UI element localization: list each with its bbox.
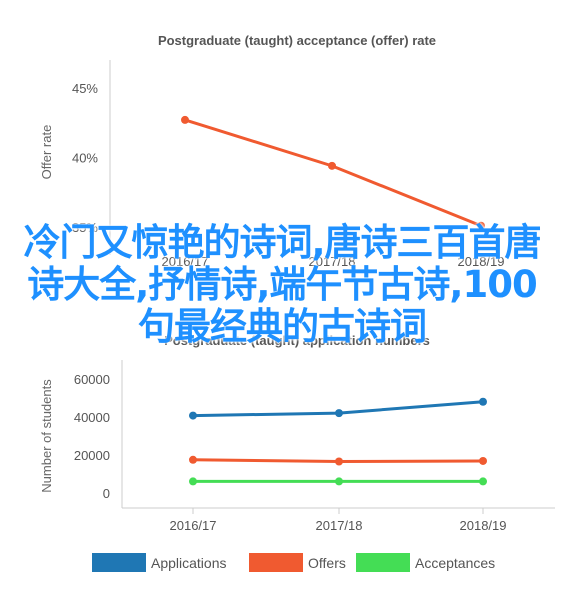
applications-x-tick-label: 2017/18 <box>316 518 363 533</box>
applications-data-point <box>189 455 197 464</box>
applications-y-tick-label: 0 <box>103 486 110 501</box>
overlay-caption: 冷门又惊艳的诗词,唐诗三百首唐诗大全,抒情诗,端午节古诗,100句最经典的古诗词 <box>23 221 541 348</box>
rate-x-tick-label: 2018/19 <box>458 254 505 269</box>
rate-chart-y-axis-label: Offer rate <box>39 125 54 180</box>
rate-y-tick-label: 35% <box>72 220 98 235</box>
rate-data-point <box>328 161 336 170</box>
applications-x-tick-label: 2018/19 <box>460 518 507 533</box>
applications-chart: Postgraduate (taught) application number… <box>39 333 555 572</box>
applications-chart-title: Postgraduate (taught) application number… <box>164 333 430 348</box>
applications-x-tick-label: 2016/17 <box>170 518 217 533</box>
applications-data-point <box>479 477 487 486</box>
rate-x-tick-label: 2017/18 <box>309 254 356 269</box>
rate-y-tick-label: 40% <box>72 151 98 166</box>
rate-data-point <box>181 115 189 124</box>
applications-y-tick-label: 40000 <box>74 410 110 425</box>
rate-data-point <box>477 221 485 230</box>
applications-chart-y-axis-label: Number of students <box>39 379 54 493</box>
rate-chart-title: Postgraduate (taught) acceptance (offer)… <box>158 33 436 48</box>
legend-label: Applications <box>151 555 227 571</box>
legend-swatch <box>92 553 146 572</box>
legend-label: Acceptances <box>415 555 495 571</box>
rate-chart: Postgraduate (taught) acceptance (offer)… <box>39 33 505 269</box>
legend-label: Offers <box>308 555 346 571</box>
rate-series-line <box>184 118 482 228</box>
applications-y-tick-label: 60000 <box>74 372 110 387</box>
applications-data-point <box>335 477 343 486</box>
applications-data-point <box>479 456 487 465</box>
rate-y-tick-label: 45% <box>72 81 98 96</box>
applications-data-point <box>189 477 197 486</box>
applications-data-point <box>335 457 343 466</box>
applications-y-tick-label: 20000 <box>74 448 110 463</box>
legend-swatch <box>356 553 410 572</box>
applications-data-point <box>189 411 197 420</box>
rate-x-tick-label: 2016/17 <box>162 254 209 269</box>
applications-data-point <box>479 397 487 406</box>
legend-swatch <box>249 553 303 572</box>
applications-data-point <box>335 409 343 418</box>
